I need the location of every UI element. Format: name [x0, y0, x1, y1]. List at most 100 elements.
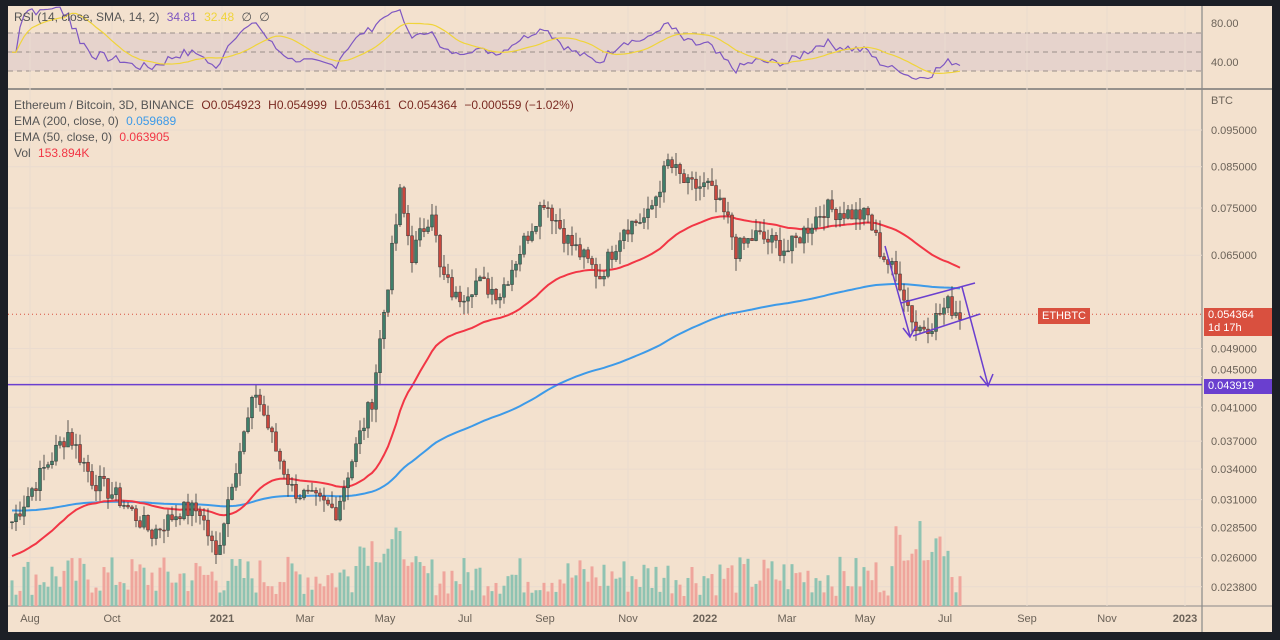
volume-bar: [522, 592, 526, 606]
candle-body: [610, 251, 614, 260]
symbol-title[interactable]: Ethereum / Bitcoin, 3D, BINANCE: [14, 98, 195, 112]
volume-bar: [550, 582, 554, 606]
volume-bar: [942, 556, 946, 606]
volume-bar: [758, 580, 762, 606]
volume-bar: [62, 570, 66, 606]
volume-bar: [870, 580, 874, 606]
candle-body: [870, 214, 874, 231]
candle-body: [558, 220, 562, 229]
volume-bar: [362, 547, 366, 606]
candle-body: [54, 444, 58, 462]
candle-body: [230, 486, 234, 500]
candle-body: [314, 490, 318, 494]
candle-body: [478, 276, 482, 282]
volume-bar: [18, 590, 22, 606]
candle-body: [670, 159, 674, 168]
volume-bar: [406, 565, 410, 606]
candle-body: [942, 307, 946, 315]
volume-bar: [418, 562, 422, 606]
candle-body: [662, 165, 666, 193]
volume-bar: [874, 562, 878, 606]
candle-body: [798, 237, 802, 244]
volume-bar: [426, 573, 430, 606]
candle-body: [50, 460, 54, 465]
rsi-legend: RSI (14, close, SMA, 14, 2) 34.81 32.48 …: [14, 10, 274, 24]
candle-body: [802, 227, 806, 244]
candle-body: [666, 159, 670, 167]
candle-body: [618, 240, 622, 252]
volume-bar: [90, 592, 94, 606]
volume-bar: [202, 574, 206, 606]
volume-bar: [330, 573, 334, 606]
volume-bar: [338, 572, 342, 606]
candle-body: [370, 402, 374, 410]
volume-bar: [814, 578, 818, 606]
candle-body: [78, 444, 82, 463]
candle-body: [934, 313, 938, 332]
candle-body: [30, 488, 34, 497]
x-tick-label: Mar: [778, 613, 797, 625]
candle-body: [878, 232, 882, 257]
volume-bar: [554, 591, 558, 606]
volume-bars: [10, 521, 962, 606]
volume-bar: [218, 592, 222, 606]
candle-body: [114, 487, 118, 496]
volume-bar: [678, 584, 682, 606]
ema50-legend[interactable]: EMA (50, close, 0) 0.063905: [14, 130, 173, 144]
ema50-label: EMA (50, close, 0): [14, 130, 113, 144]
candle-body: [242, 431, 246, 452]
candle-body: [958, 312, 962, 320]
y-tick-label: 0.026000: [1211, 553, 1257, 565]
volume-bar: [26, 561, 30, 606]
candle-body: [46, 464, 50, 468]
volume-bar: [670, 593, 674, 606]
candle-body: [262, 404, 266, 416]
candle-body: [622, 229, 626, 241]
vol-label: Vol: [14, 146, 31, 160]
candle-body: [266, 414, 270, 429]
candle-body: [202, 515, 206, 521]
chart-canvas[interactable]: 0.095000 0.085000 0.075000 0.065000 0.049000…: [8, 6, 1272, 632]
volume-bar: [730, 565, 734, 606]
volume-bar: [410, 562, 414, 606]
volume-bar: [846, 586, 850, 606]
candle-body: [454, 291, 458, 298]
volume-bar: [210, 571, 214, 606]
candle-body: [42, 467, 46, 469]
volume-bar: [490, 591, 494, 606]
candle-body: [566, 235, 570, 244]
volume-bar: [14, 594, 18, 606]
volume-bar: [634, 579, 638, 606]
volume-bar: [618, 577, 622, 606]
volume-bar: [290, 563, 294, 606]
volume-bar: [82, 563, 86, 606]
vol-legend[interactable]: Vol 153.894K: [14, 146, 93, 160]
candle-body: [22, 506, 26, 517]
candle-body: [62, 441, 66, 448]
candle-body: [834, 209, 838, 221]
candle-body: [374, 372, 378, 410]
candle-body: [382, 311, 386, 340]
candle-body: [178, 516, 182, 520]
candle-body: [822, 216, 826, 218]
candle-body: [110, 494, 114, 499]
candle-body: [602, 276, 606, 280]
volume-bar: [298, 574, 302, 606]
candle-body: [154, 528, 158, 539]
candle-body: [882, 256, 886, 260]
candle-body: [138, 520, 142, 528]
volume-bar: [414, 556, 418, 606]
symbol-legend: Ethereum / Bitcoin, 3D, BINANCE O0.05492…: [14, 98, 578, 112]
candle-body: [366, 402, 370, 429]
volume-bar: [598, 585, 602, 606]
candle-body: [686, 177, 690, 184]
candle-body: [782, 250, 786, 256]
candle-body: [474, 280, 478, 295]
volume-bar: [762, 559, 766, 606]
candle-body: [94, 485, 98, 492]
candle-body: [750, 238, 754, 241]
volume-bar: [78, 558, 82, 606]
volume-bar: [530, 592, 534, 606]
volume-bar: [790, 564, 794, 606]
ema200-legend[interactable]: EMA (200, close, 0) 0.059689: [14, 114, 180, 128]
